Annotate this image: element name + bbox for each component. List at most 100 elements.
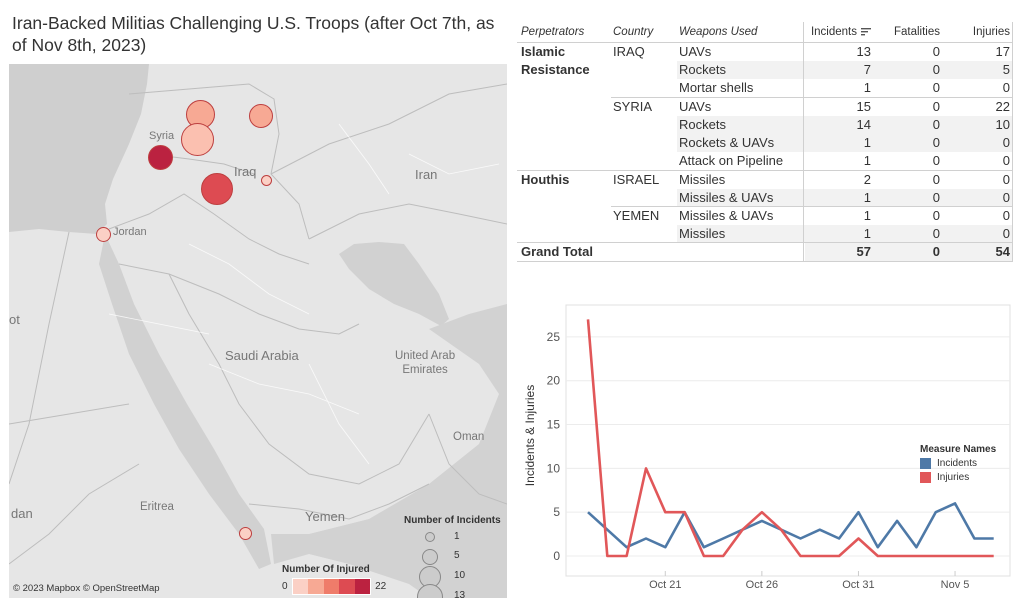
- y-tick-label: 15: [547, 418, 561, 432]
- cell-weapon: Missiles: [679, 172, 726, 187]
- map-bubble-eastern-syria[interactable]: [249, 104, 273, 128]
- cell-fatalities: 0: [932, 153, 940, 168]
- map-label-eritrea: Eritrea: [140, 501, 174, 513]
- legend-injured-max: 22: [375, 581, 387, 592]
- cell-weapon: Missiles & UAVs: [679, 208, 774, 223]
- cell-injuries: 0: [1002, 80, 1010, 95]
- cell-fatalities: 0: [932, 99, 940, 114]
- cell-injuries: 0: [1002, 135, 1010, 150]
- cell-injuries: 0: [1002, 153, 1010, 168]
- col-header-fatalities[interactable]: Fatalities: [893, 26, 940, 38]
- cell-country-syria: SYRIA: [613, 99, 653, 114]
- row-divider: [517, 261, 1012, 262]
- cell-country-israel: ISRAEL: [613, 172, 660, 187]
- legend-incidents: Number of Incidents 1 5 10 13: [404, 515, 507, 598]
- legend-injured-swatch-1: [292, 579, 309, 594]
- legend-injured-swatch-4: [339, 579, 355, 594]
- sort-descending-icon[interactable]: [861, 27, 871, 36]
- row-band: [677, 61, 1012, 79]
- col-header-incidents[interactable]: Incidents: [805, 22, 871, 42]
- map-label-jordan: Jordan: [113, 226, 147, 238]
- map-bubble-jordan[interactable]: [96, 227, 111, 242]
- y-tick-label: 25: [547, 330, 561, 344]
- legend-incidents-title: Number of Incidents: [404, 515, 501, 526]
- cell-injuries: 0: [1002, 226, 1010, 241]
- cell-injuries: 17: [995, 44, 1010, 59]
- cell-fatalities: 0: [932, 190, 940, 205]
- col-divider: [803, 22, 804, 262]
- legend-injured-ramp: [291, 578, 372, 595]
- legend-incidents-dot-13: [417, 584, 443, 598]
- cell-fatalities: 0: [932, 226, 940, 241]
- x-tick-label: Nov 5: [941, 579, 970, 591]
- map-bubble-baghdad[interactable]: [261, 175, 272, 186]
- chart-frame: [565, 304, 1011, 577]
- col-header-incidents-label: Incidents: [810, 26, 857, 38]
- legend-injured-title: Number Of Injured: [282, 564, 370, 575]
- legend-incidents-label-13: 13: [454, 590, 466, 598]
- cell-perp-houthis: Houthis: [521, 172, 570, 187]
- series-line-injuries: [586, 319, 994, 558]
- cell-injuries: 5: [1002, 62, 1010, 77]
- row-band: [677, 225, 1012, 243]
- map-label-uae-line1: United Arab: [395, 350, 456, 362]
- map-basemap: [9, 64, 507, 598]
- map-view[interactable]: Syria Iraq Iran Jordan Saudi Arabia Unit…: [9, 64, 507, 598]
- legend-incidents-label-1: 1: [454, 531, 460, 542]
- map-label-yemen: Yemen: [305, 509, 345, 524]
- cell-incidents: 13: [856, 44, 871, 59]
- col-header-perpetrators[interactable]: Perpetrators: [521, 26, 585, 38]
- chart-legend-label-injuries: Injuries: [937, 472, 970, 483]
- col-header-country[interactable]: Country: [613, 26, 654, 38]
- chart-legend-item-incidents[interactable]: Incidents: [920, 458, 996, 469]
- map-bubble-western-syria[interactable]: [148, 145, 173, 170]
- grand-total-label: Grand Total: [521, 244, 593, 259]
- y-tick-label: 20: [547, 374, 561, 388]
- cell-injuries: 0: [1002, 172, 1010, 187]
- cell-injuries: 10: [995, 117, 1010, 132]
- map-label-uae: United Arab Emirates: [395, 349, 455, 377]
- legend-injured-swatch-2: [308, 579, 324, 594]
- map-label-syria: Syria: [149, 130, 175, 142]
- chart-legend-item-injuries[interactable]: Injuries: [920, 472, 996, 483]
- cell-injuries: 22: [995, 99, 1010, 114]
- cell-weapon: Rockets & UAVs: [679, 135, 775, 150]
- cell-incidents: 14: [856, 117, 871, 132]
- x-tick-label: Oct 31: [842, 579, 874, 591]
- row-divider: [517, 170, 1012, 171]
- y-axis-label: Incidents & Injuries: [523, 385, 537, 486]
- cell-incidents: 7: [863, 62, 871, 77]
- legend-incidents-dot-1: [425, 532, 435, 542]
- line-chart[interactable]: 0 5 10 15 20 25 Oct 21 Oct 26 Oct 31 Nov 5 Inciden…: [512, 301, 1019, 598]
- cell-weapon: Rockets: [679, 117, 726, 132]
- line-chart-canvas: 0 5 10 15 20 25 Oct 21 Oct 26 Oct 31 Nov 5 Inciden…: [523, 304, 1011, 591]
- map-bubble-western-iraq[interactable]: [201, 173, 233, 205]
- cell-incidents: 1: [863, 153, 871, 168]
- col-divider: [1012, 22, 1013, 262]
- cell-country-iraq: IRAQ: [613, 44, 645, 59]
- col-header-injuries[interactable]: Injuries: [972, 26, 1010, 38]
- row-band: [677, 116, 1012, 134]
- x-tick-label: Oct 21: [649, 579, 681, 591]
- legend-injured-swatch-3: [323, 579, 340, 594]
- map-label-iran: Iran: [415, 167, 438, 182]
- cell-weapon: Attack on Pipeline: [679, 153, 784, 168]
- row-divider: [517, 242, 1012, 243]
- cell-perp-islamic-resistance: Islamic Resistance: [521, 43, 590, 79]
- map-copyright: © 2023 Mapbox © OpenStreetMap: [13, 583, 160, 594]
- map-bubble-yemen[interactable]: [239, 527, 252, 540]
- map-label-sudan: dan: [11, 506, 33, 521]
- cell-weapon: UAVs: [679, 99, 712, 114]
- summary-table: Perpetrators Country Weapons Used Incide…: [517, 22, 1014, 262]
- cell-perp-islamic-line2: Resistance: [521, 62, 590, 77]
- map-bubble-central-syria[interactable]: [181, 123, 214, 156]
- cell-weapon: UAVs: [679, 44, 712, 59]
- row-divider: [611, 206, 1012, 207]
- y-tick-label: 0: [553, 549, 560, 563]
- header-divider: [517, 42, 1012, 43]
- chart-legend-label-incidents: Incidents: [937, 458, 978, 469]
- cell-incidents: 2: [863, 172, 871, 187]
- y-tick-label: 5: [553, 505, 560, 519]
- col-header-weapons[interactable]: Weapons Used: [679, 26, 758, 38]
- legend-injured-swatch-5: [354, 579, 371, 594]
